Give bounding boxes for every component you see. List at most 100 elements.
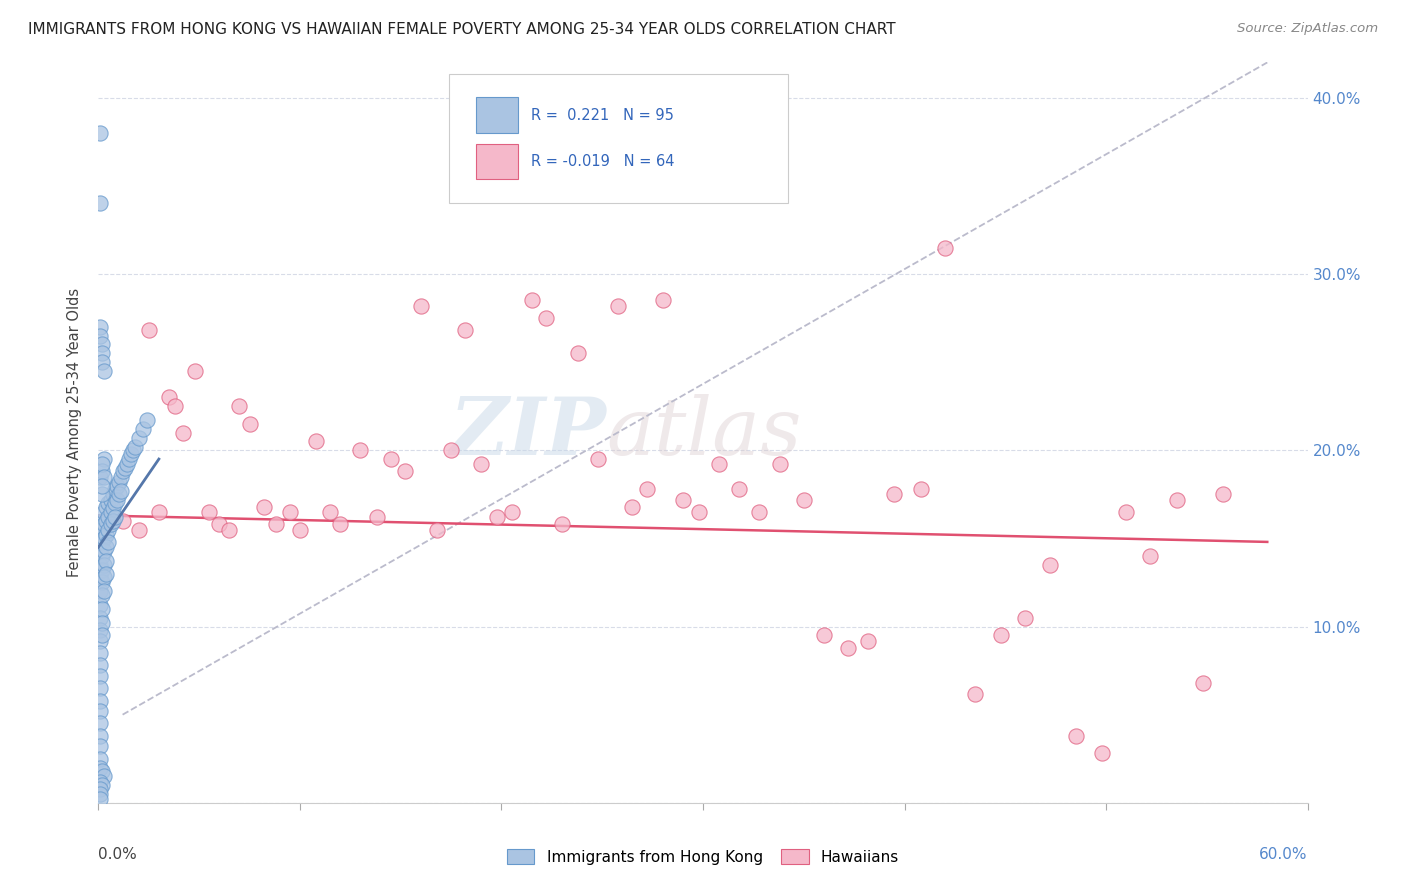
Point	[607, 299, 630, 313]
Point	[89, 584, 111, 599]
Point	[96, 566, 118, 581]
Point	[89, 196, 111, 211]
Point	[89, 523, 111, 537]
Point	[1115, 505, 1137, 519]
Point	[89, 669, 111, 683]
Point	[89, 646, 111, 660]
Point	[91, 355, 114, 369]
Point	[89, 752, 111, 766]
Text: atlas: atlas	[606, 394, 801, 471]
Point	[157, 390, 180, 404]
Point	[329, 517, 352, 532]
Point	[96, 540, 118, 554]
Point	[101, 501, 124, 516]
Point	[91, 346, 114, 360]
Point	[89, 610, 111, 624]
Point	[1139, 549, 1161, 563]
Point	[198, 505, 221, 519]
Legend: Immigrants from Hong Kong, Hawaiians: Immigrants from Hong Kong, Hawaiians	[502, 844, 904, 869]
Point	[91, 487, 114, 501]
Point	[91, 523, 114, 537]
Point	[534, 311, 557, 326]
Point	[218, 523, 240, 537]
Text: 60.0%: 60.0%	[1260, 847, 1308, 863]
Point	[100, 517, 122, 532]
Point	[91, 764, 114, 778]
Point	[1014, 610, 1036, 624]
Point	[688, 505, 710, 519]
Text: Source: ZipAtlas.com: Source: ZipAtlas.com	[1237, 22, 1378, 36]
Point	[103, 510, 125, 524]
Point	[89, 658, 111, 673]
Point	[121, 443, 143, 458]
Point	[91, 458, 114, 472]
Point	[636, 482, 658, 496]
Point	[253, 500, 276, 514]
Point	[1212, 487, 1234, 501]
Point	[89, 633, 111, 648]
Point	[91, 514, 114, 528]
Point	[440, 443, 463, 458]
Point	[768, 458, 790, 472]
Point	[111, 464, 134, 478]
Point	[89, 545, 111, 559]
Point	[837, 640, 859, 655]
Point	[621, 500, 644, 514]
FancyBboxPatch shape	[449, 73, 787, 203]
Point	[93, 584, 115, 599]
Point	[91, 464, 114, 478]
Y-axis label: Female Poverty Among 25-34 Year Olds: Female Poverty Among 25-34 Year Olds	[67, 288, 83, 577]
Point	[107, 487, 129, 501]
Point	[1091, 747, 1114, 761]
Text: ZIP: ZIP	[450, 394, 606, 471]
Point	[91, 778, 114, 792]
Point	[135, 413, 157, 427]
Point	[97, 535, 120, 549]
Point	[89, 570, 111, 584]
Point	[319, 505, 342, 519]
Point	[128, 523, 150, 537]
Point	[103, 496, 125, 510]
Point	[910, 482, 932, 496]
Point	[89, 328, 111, 343]
Point	[91, 628, 114, 642]
Point	[990, 628, 1012, 642]
Point	[366, 510, 388, 524]
Text: 0.0%: 0.0%	[98, 847, 138, 863]
Point	[163, 399, 186, 413]
Point	[114, 461, 136, 475]
Point	[1064, 729, 1087, 743]
Point	[934, 240, 956, 255]
Point	[93, 517, 115, 532]
Point	[91, 615, 114, 630]
FancyBboxPatch shape	[475, 97, 517, 133]
Point	[96, 528, 118, 542]
Point	[89, 760, 111, 774]
Point	[89, 704, 111, 718]
Point	[93, 469, 115, 483]
Point	[111, 514, 134, 528]
Point	[470, 458, 492, 472]
Point	[89, 693, 111, 707]
Point	[264, 517, 287, 532]
Point	[394, 464, 416, 478]
Point	[93, 543, 115, 558]
Point	[89, 729, 111, 743]
Point	[132, 422, 155, 436]
Point	[93, 558, 115, 572]
Point	[965, 686, 987, 700]
Point	[380, 452, 402, 467]
Point	[118, 452, 141, 467]
Point	[91, 563, 114, 577]
Point	[651, 293, 673, 308]
Text: R =  0.221   N = 95: R = 0.221 N = 95	[531, 108, 673, 122]
Point	[120, 447, 142, 461]
Point	[305, 434, 328, 449]
Point	[89, 469, 111, 483]
Point	[101, 487, 124, 501]
Point	[520, 293, 543, 308]
Text: IMMIGRANTS FROM HONG KONG VS HAWAIIAN FEMALE POVERTY AMONG 25-34 YEAR OLDS CORRE: IMMIGRANTS FROM HONG KONG VS HAWAIIAN FE…	[28, 22, 896, 37]
Point	[107, 475, 129, 489]
Point	[748, 505, 770, 519]
Point	[1166, 492, 1188, 507]
